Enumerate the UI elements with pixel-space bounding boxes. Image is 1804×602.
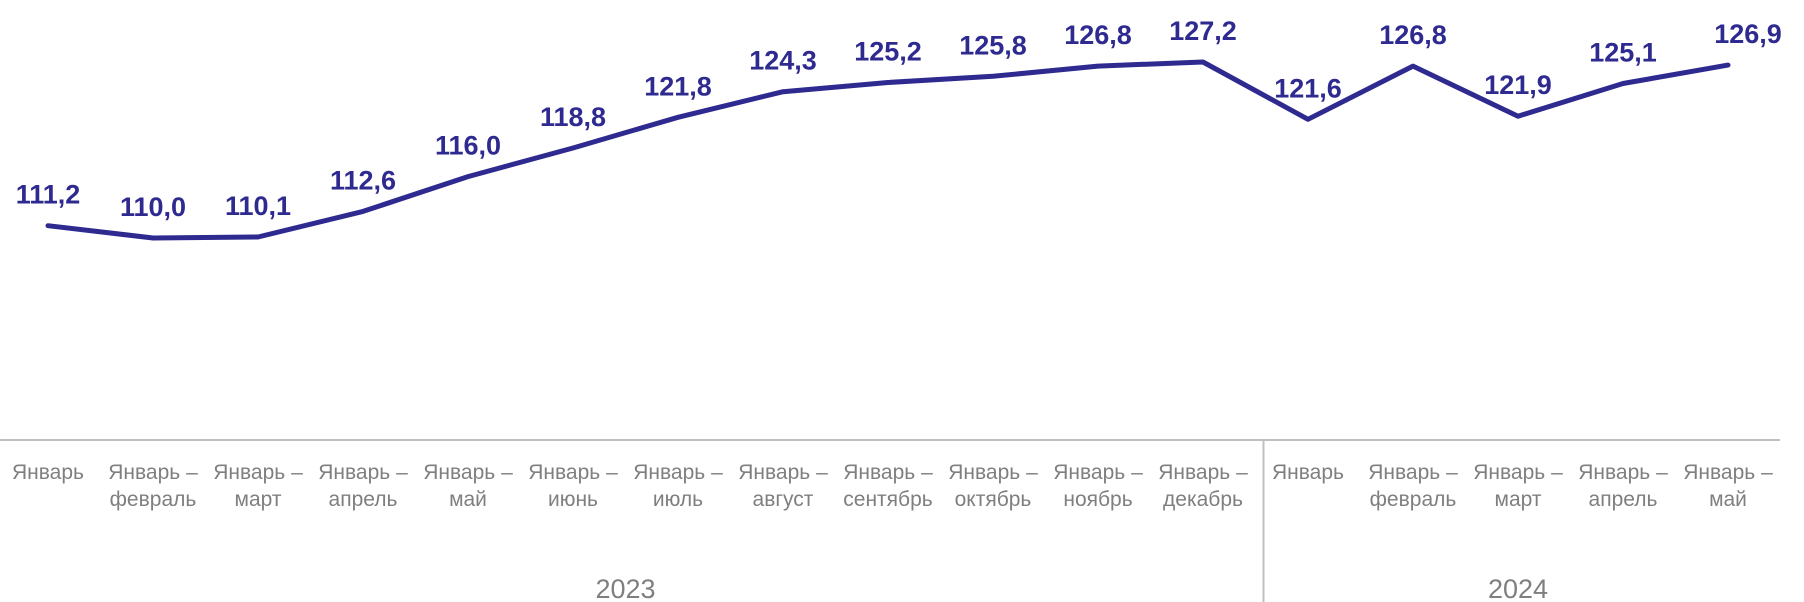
x-tick-label: Январь – апрель	[318, 461, 408, 511]
x-tick-label: Январь – апрель	[1578, 461, 1668, 511]
data-label: 126,9	[1714, 19, 1782, 49]
series-line	[45, 59, 1731, 241]
x-tick-label: Январь – май	[423, 461, 513, 511]
year-group-label: 2024	[1488, 574, 1548, 602]
data-label: 112,6	[330, 165, 396, 195]
x-tick-label: Январь – октябрь	[948, 461, 1038, 511]
x-tick-label: Январь – май	[1683, 461, 1773, 511]
year-group-label: 2023	[595, 574, 655, 602]
data-label: 125,8	[959, 30, 1027, 60]
data-label: 125,1	[1589, 37, 1657, 67]
x-tick-label: Январь – декабрь	[1158, 461, 1248, 511]
x-tick-label: Январь	[12, 461, 84, 484]
x-tick-label: Январь – март	[213, 461, 303, 511]
data-label: 116,0	[435, 131, 501, 161]
data-label: 121,9	[1484, 70, 1552, 100]
data-label: 110,0	[120, 192, 186, 222]
data-label: 110,1	[225, 191, 291, 221]
data-label: 121,6	[1274, 73, 1342, 103]
x-tick-label: Январь	[1272, 461, 1344, 484]
x-tick-label: Январь – июнь	[528, 461, 618, 511]
x-tick-label: Январь – июль	[633, 461, 723, 511]
data-label: 126,8	[1064, 20, 1132, 50]
x-tick-label: Январь – февраль	[1368, 461, 1458, 511]
data-label: 111,2	[16, 180, 81, 210]
x-tick-label: Январь – ноябрь	[1053, 461, 1143, 511]
data-label: 121,8	[644, 71, 712, 101]
data-label: 124,3	[749, 46, 817, 76]
data-label: 127,2	[1169, 16, 1237, 46]
x-tick-label: Январь – август	[738, 461, 828, 511]
x-tick-label: Январь – сентябрь	[843, 461, 933, 511]
x-tick-label: Январь – март	[1473, 461, 1563, 511]
data-label: 125,2	[854, 36, 922, 66]
data-label: 126,8	[1379, 20, 1447, 50]
x-tick-label: Январь – февраль	[108, 461, 198, 511]
data-label: 118,8	[540, 102, 606, 132]
